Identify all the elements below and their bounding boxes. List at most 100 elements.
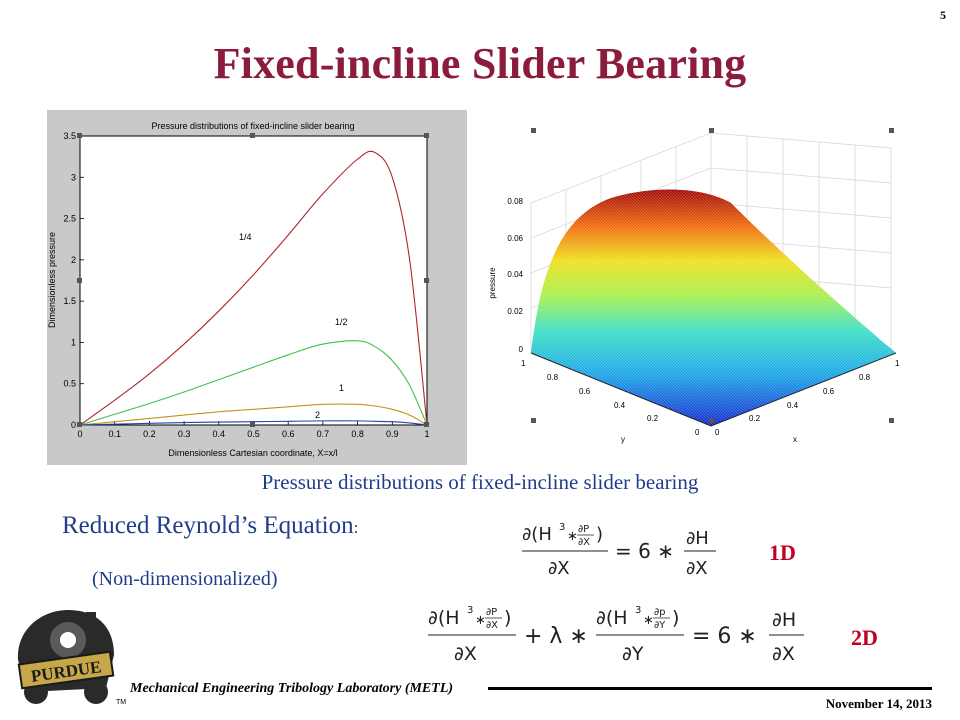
plot-area [79,135,428,426]
eq1-rhs-num: ∂H [686,528,709,549]
y-axis-label: Dimensionless pressure [47,232,57,328]
x-tick-label: 0.4 [213,429,226,439]
handle-icon [424,422,429,427]
y-tick-label: 1 [71,337,76,347]
x-tick-label: 0 [77,429,82,439]
label-1d: 1D [769,540,796,565]
figure-caption: Pressure distributions of fixed-incline … [261,470,699,494]
eq2-t2-frac-num: ∂p [654,607,666,618]
pressure-2d-chart: Pressure distributions of fixed-incline … [47,110,467,465]
x-tick-label: 0.6 [282,429,295,439]
x-tick-label: 0.5 [247,429,260,439]
eq1-num-close: ) [596,524,603,545]
surface-mesh [531,189,896,426]
z-tick: 0 [519,345,524,354]
x-tick-label: 0.2 [143,429,156,439]
y-tick: 0.6 [579,387,591,396]
eq1-den: ∂X [548,558,570,579]
eq2-t1-frac-den: ∂X [486,620,498,631]
slide-title: Fixed-incline Slider Bearing [213,39,747,88]
eq2-t2-close: ) [672,607,679,629]
z-tick: 0.08 [507,197,523,206]
x-tick-label: 0.9 [386,429,399,439]
curve-label-half: 1/2 [335,317,348,327]
headlight-icon [60,632,76,648]
purdue-logo: PURDUE TM [17,610,126,706]
wheel-icon [84,680,108,704]
z-tick: 0.02 [507,307,523,316]
curve-label-one: 1 [339,383,344,393]
eq1-rhs-den: ∂X [686,558,708,579]
eq2-plus-lambda: + λ ∗ [524,624,588,649]
y-tick: 0 [695,428,700,437]
x-tick-label: 1 [424,429,429,439]
eq2-t1-close: ) [504,607,511,629]
handle-icon [77,422,82,427]
footer-divider [488,687,932,690]
x-tick: 0.2 [749,414,761,423]
equation-heading: Reduced Reynold’s Equation: [62,512,358,540]
handle-icon [77,133,82,138]
handle-icon [709,418,714,423]
handle-icon [889,418,894,423]
eq2-t1-star: ∗ [475,613,486,628]
eq1-inner-num: ∂P [578,524,589,535]
y-tick-label: 3 [71,172,76,182]
label-2d: 2D [851,625,878,650]
footer-lab-name: Mechanical Engineering Tribology Laborat… [130,681,454,696]
curve-label-quarter: 1/4 [239,232,252,242]
chart-title: Pressure distributions of fixed-incline … [151,121,354,131]
y-tick: 0.4 [614,401,626,410]
y-tick-label: 0 [71,420,76,430]
x-axis-label: Dimensionless Cartesian coordinate, X=x/… [168,448,337,458]
pressure-2d-chart-svg: Pressure distributions of fixed-incline … [47,121,430,458]
z-tick: 0.04 [507,270,523,279]
non-dimensionalized-note: (Non-dimensionalized) [92,568,278,590]
eq1-num-sup: 3 [559,522,565,533]
x-tick-label: 0.3 [178,429,191,439]
smokestack-icon [86,612,96,630]
equation-heading-text: Reduced Reynold’s Equation [62,512,354,539]
handle-icon [709,128,714,133]
y-tick-label: 1.5 [63,296,76,306]
handle-icon [424,278,429,283]
handle-icon [531,128,536,133]
equation-1d: ∂(H 3 ∗ ∂P ∂X ) ∂X = 6 ∗ ∂H ∂X [522,522,716,579]
eq1-num-a: ∂(H [522,524,552,545]
eq1-num-star: ∗ [567,529,578,544]
y-tick-label: 3.5 [63,131,76,141]
eq2-t2-frac-den: ∂Y [654,620,666,631]
equation-heading-colon: : [353,518,359,537]
handle-icon [250,133,255,138]
x-tick: 0.4 [787,401,799,410]
eq2-t2-num: ∂(H [596,607,628,629]
eq2-rhs-den: ∂X [772,643,795,665]
eq2-t2-sup: 3 [635,605,641,616]
equation-2d: ∂(H 3 ∗ ∂P ∂X ) ∂X + λ ∗ ∂(H 3 ∗ ∂p ∂Y )… [428,605,804,665]
y-tick-label: 2 [71,255,76,265]
series-line-1-2 [79,340,428,426]
eq2-t2-den: ∂Y [622,643,644,665]
series-line-1-4 [79,150,428,426]
handle-icon [250,422,255,427]
y-axis-label: y [621,435,625,444]
pressure-3d-surface-plot: 0.08 0.06 0.04 0.02 0 pressure 1 0.8 0.6… [471,108,935,460]
eq2-t1-num: ∂(H [428,607,460,629]
x-tick: 1 [895,359,900,368]
x-tick-label: 0.7 [317,429,330,439]
x-tick: 0.8 [859,373,871,382]
pressure-3d-svg: 0.08 0.06 0.04 0.02 0 pressure 1 0.8 0.6… [471,108,935,460]
logo-banner [17,650,115,690]
eq2-rhs-num: ∂H [772,609,796,631]
y-tick: 0.2 [647,414,659,423]
eq2-equals: = 6 ∗ [692,624,757,649]
x-tick: 0.6 [823,387,835,396]
trademark-text: TM [116,699,126,706]
eq1-equals: = 6 ∗ [615,539,674,563]
z-tick: 0.06 [507,234,523,243]
eq2-t1-den: ∂X [454,643,477,665]
y-tick: 0.8 [547,373,559,382]
handle-icon [531,418,536,423]
y-tick-label: 0.5 [63,379,76,389]
surface-base-edge [530,352,897,427]
